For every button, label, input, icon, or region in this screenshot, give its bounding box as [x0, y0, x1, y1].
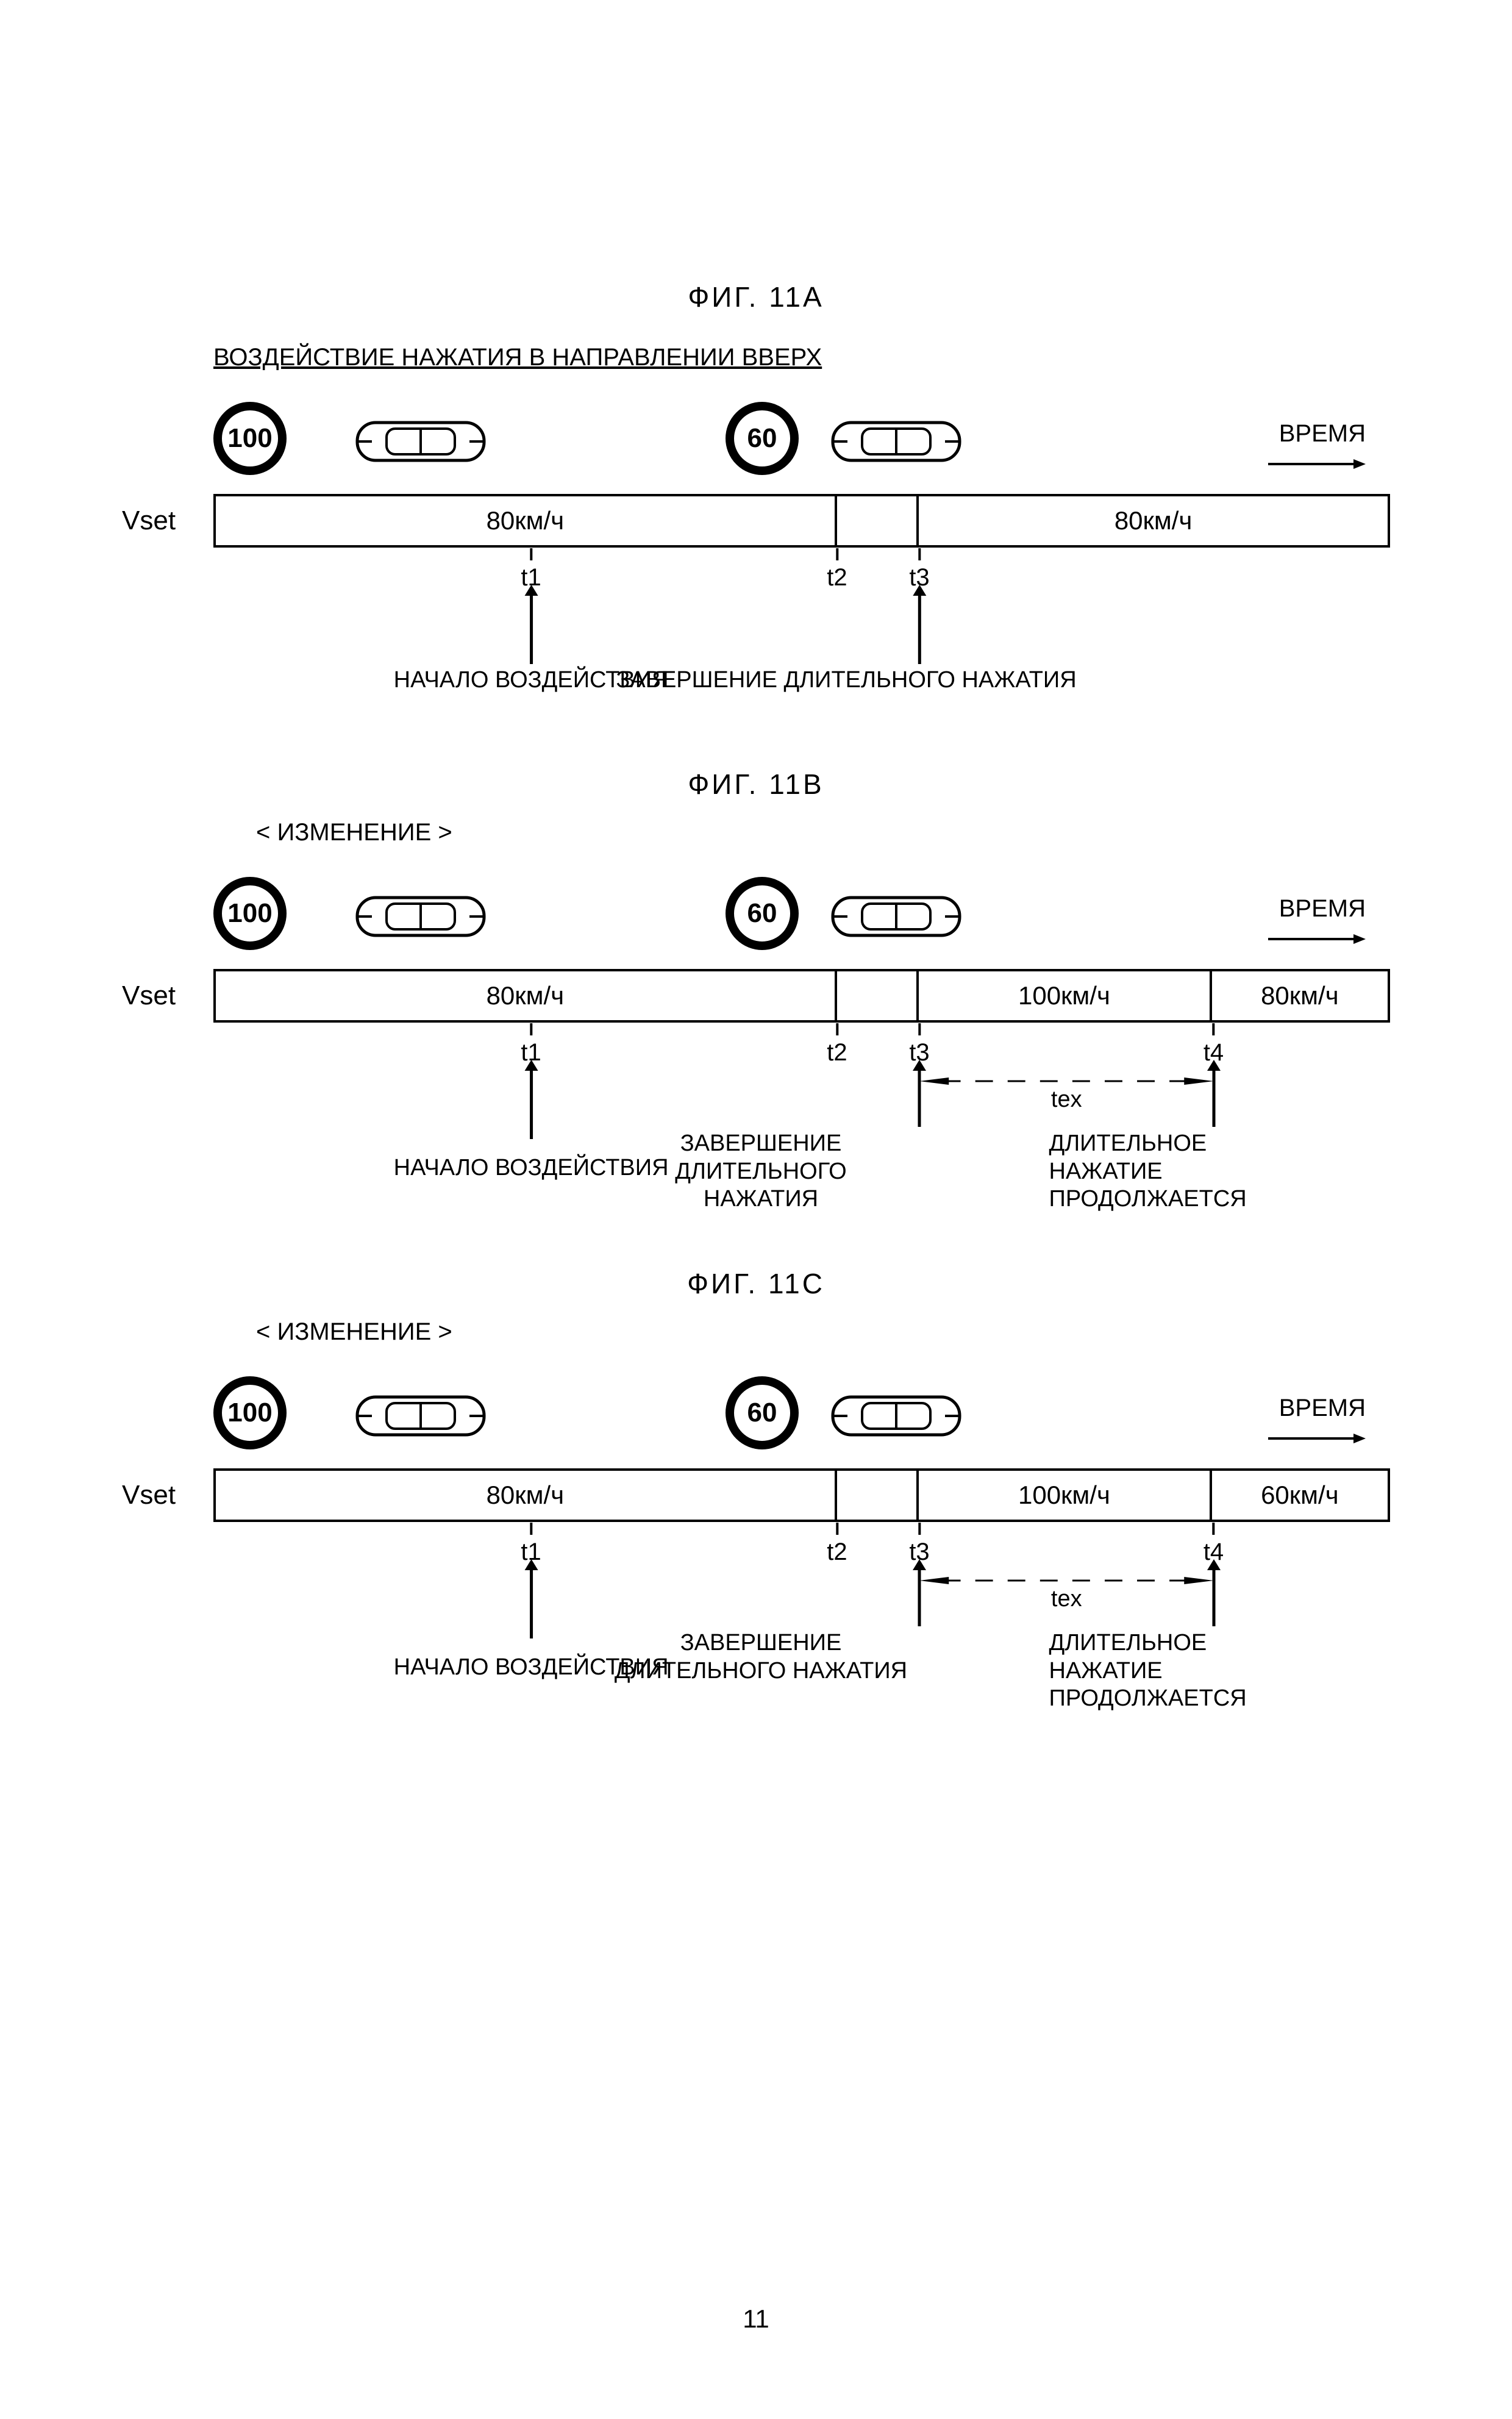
- vset-b: Vset: [122, 981, 213, 1011]
- car-b2: [829, 889, 963, 944]
- tick-line: [530, 548, 532, 560]
- car-icon: [829, 889, 963, 944]
- tick-line: [530, 1523, 532, 1535]
- car-icon: [829, 414, 963, 469]
- fig-c-bar-row: Vset 80км/ч 100км/ч60км/ч: [122, 1468, 1390, 1523]
- ticks-c: t1t2t3t4: [213, 1523, 1390, 1559]
- bar-segment: 80км/ч: [216, 971, 837, 1020]
- bar-segment: 80км/ч: [1212, 971, 1388, 1020]
- up-arrow-icon: [522, 1559, 540, 1638]
- fig-c-diagram: 100 60 ВРЕМЯ: [122, 1370, 1390, 1767]
- tick-line: [918, 1023, 921, 1035]
- event-arrow: ДЛИТЕЛЬНОЕНАЖАТИЕПРОДОЛЖАЕТСЯ: [1110, 1559, 1318, 1713]
- event-arrow: ЗАВЕРШЕНИЕДЛИТЕЛЬНОГО НАЖАТИЯ: [761, 1559, 1078, 1685]
- bar-segment: 100км/ч: [919, 1471, 1212, 1520]
- car-icon: [354, 1388, 488, 1443]
- up-arrow-icon: [522, 585, 540, 664]
- fig-c-change: < ИЗМЕНЕНИЕ >: [256, 1318, 1512, 1346]
- time-arrow-c: [1268, 1431, 1366, 1449]
- tick-line: [836, 1523, 838, 1535]
- up-arrow-icon: [910, 1060, 929, 1127]
- tick-line: [918, 1523, 921, 1535]
- car-c2: [829, 1388, 963, 1443]
- car-icon: [829, 1388, 963, 1443]
- bar-segment: [837, 496, 919, 545]
- fig-b-top-row: 100 60 ВРЕМЯ: [122, 871, 1390, 968]
- tick-line: [918, 548, 921, 560]
- time-label-a: ВРЕМЯ: [1279, 420, 1366, 448]
- arrow-label: ЗАВЕРШЕНИЕ ДЛИТЕЛЬНОГОНАЖАТИЯ: [602, 1130, 919, 1213]
- car-c1: [354, 1388, 488, 1443]
- fig-a-subtitle: ВОЗДЕЙСТВИЕ НАЖАТИЯ В НАПРАВЛЕНИИ ВВЕРХ: [213, 344, 1512, 371]
- fig-b-bar-row: Vset 80км/ч100км/ч80км/ч: [122, 968, 1390, 1023]
- fig-c-title: ФИГ. 11C: [0, 1267, 1512, 1300]
- fig-b-diagram: 100 60 ВРЕМЯ: [122, 871, 1390, 1261]
- page: ФИГ. 11A ВОЗДЕЙСТВИЕ НАЖАТИЯ В НАПРАВЛЕН…: [0, 280, 1512, 2419]
- car-a2: [829, 414, 963, 469]
- car-icon: [354, 414, 488, 469]
- bar-c: 80км/ч 100км/ч60км/ч: [213, 1468, 1390, 1522]
- event-arrow: ЗАВЕРШЕНИЕ ДЛИТЕЛЬНОГОНАЖАТИЯ: [761, 1060, 1078, 1213]
- up-arrow-icon: [910, 1559, 929, 1626]
- bar-segment: [837, 971, 919, 1020]
- bar-a: 80км/ч 80км/ч: [213, 494, 1390, 548]
- arrow-label: ДЛИТЕЛЬНОЕНАЖАТИЕПРОДОЛЖАЕТСЯ: [1049, 1130, 1257, 1213]
- tick-line: [836, 548, 838, 560]
- up-arrow-icon: [1205, 1060, 1223, 1127]
- ticks-b: t1t2t3t4: [213, 1023, 1390, 1060]
- time-label-b: ВРЕМЯ: [1279, 895, 1366, 923]
- time-label-c: ВРЕМЯ: [1279, 1395, 1366, 1422]
- time-arrow-a: [1268, 457, 1366, 475]
- arrows-c: tex НАЧАЛО ВОЗДЕЙСТВИЯ ЗАВЕРШЕНИЕДЛИТЕЛЬ…: [213, 1559, 1390, 1767]
- car-b1: [354, 889, 488, 944]
- arrow-label: ЗАВЕРШЕНИЕДЛИТЕЛЬНОГО НАЖАТИЯ: [602, 1629, 919, 1685]
- event-arrow: ЗАВЕРШЕНИЕ ДЛИТЕЛЬНОГО НАЖАТИЯ: [689, 585, 1149, 693]
- bar-segment: 100км/ч: [919, 971, 1212, 1020]
- bar-segment: 80км/ч: [216, 1471, 837, 1520]
- fig-b-change: < ИЗМЕНЕНИЕ >: [256, 819, 1512, 846]
- car-icon: [354, 889, 488, 944]
- bar-b: 80км/ч100км/ч80км/ч: [213, 969, 1390, 1023]
- tick-line: [836, 1023, 838, 1035]
- fig-a-bar-row: Vset 80км/ч 80км/ч: [122, 493, 1390, 548]
- fig-a-top-row: 100 60 ВРЕМЯ: [122, 396, 1390, 493]
- bar-segment: [837, 1471, 919, 1520]
- fig-b-title: ФИГ. 11B: [0, 768, 1512, 801]
- arrows-a: НАЧАЛО ВОЗДЕЙСТВИЯ ЗАВЕРШЕНИЕ ДЛИТЕЛЬНОГ…: [213, 585, 1390, 743]
- vset-a: Vset: [122, 506, 213, 536]
- fig-c-top-row: 100 60 ВРЕМЯ: [122, 1370, 1390, 1468]
- fig-a-title: ФИГ. 11A: [0, 280, 1512, 313]
- sign-100-a: 100: [213, 402, 287, 475]
- sign-60-c: 60: [726, 1376, 799, 1449]
- up-arrow-icon: [522, 1060, 540, 1139]
- tick-line: [530, 1023, 532, 1035]
- sign-60-a: 60: [726, 402, 799, 475]
- tick-line: [1212, 1023, 1214, 1035]
- ticks-a: t1t2t3: [213, 548, 1390, 585]
- up-arrow-icon: [1205, 1559, 1223, 1626]
- bar-segment: 80км/ч: [216, 496, 837, 545]
- arrow-label: ДЛИТЕЛЬНОЕНАЖАТИЕПРОДОЛЖАЕТСЯ: [1049, 1629, 1257, 1713]
- arrow-label: ЗАВЕРШЕНИЕ ДЛИТЕЛЬНОГО НАЖАТИЯ: [616, 667, 1076, 693]
- arrows-b: tex НАЧАЛО ВОЗДЕЙСТВИЯ ЗАВЕРШЕНИЕ ДЛИТЕЛ…: [213, 1060, 1390, 1261]
- vset-c: Vset: [122, 1480, 213, 1510]
- fig-a-diagram: 100 60 ВРЕМЯ: [122, 396, 1390, 743]
- up-arrow-icon: [910, 585, 929, 664]
- car-a1: [354, 414, 488, 469]
- bar-segment: 60км/ч: [1212, 1471, 1388, 1520]
- sign-100-c: 100: [213, 1376, 287, 1449]
- bar-segment: 80км/ч: [919, 496, 1388, 545]
- event-arrow: ДЛИТЕЛЬНОЕНАЖАТИЕПРОДОЛЖАЕТСЯ: [1110, 1060, 1318, 1213]
- sign-100-b: 100: [213, 877, 287, 950]
- page-number: 11: [0, 2304, 1512, 2334]
- tick-line: [1212, 1523, 1214, 1535]
- sign-60-b: 60: [726, 877, 799, 950]
- time-arrow-b: [1268, 932, 1366, 950]
